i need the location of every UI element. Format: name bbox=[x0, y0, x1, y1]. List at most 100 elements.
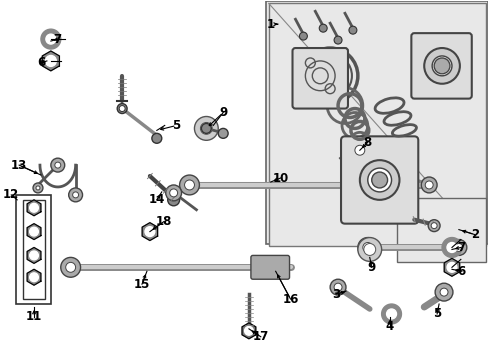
Polygon shape bbox=[265, 1, 487, 244]
Circle shape bbox=[333, 283, 341, 291]
Circle shape bbox=[246, 328, 251, 333]
Circle shape bbox=[33, 183, 43, 193]
Circle shape bbox=[36, 186, 40, 190]
Circle shape bbox=[201, 123, 211, 133]
Circle shape bbox=[439, 288, 447, 296]
Circle shape bbox=[46, 34, 56, 44]
Text: 1-: 1- bbox=[265, 18, 279, 31]
Polygon shape bbox=[242, 323, 255, 339]
Text: 12: 12 bbox=[3, 188, 20, 201]
Circle shape bbox=[363, 243, 375, 255]
Circle shape bbox=[30, 227, 38, 236]
Text: 7: 7 bbox=[456, 241, 464, 254]
Polygon shape bbox=[142, 223, 157, 240]
Text: 9: 9 bbox=[367, 261, 375, 274]
Text: 11: 11 bbox=[26, 310, 42, 323]
Circle shape bbox=[73, 192, 79, 198]
Text: 10: 10 bbox=[272, 171, 288, 185]
Circle shape bbox=[65, 262, 76, 272]
Circle shape bbox=[144, 227, 155, 237]
Circle shape bbox=[420, 177, 436, 193]
Circle shape bbox=[51, 158, 64, 172]
Polygon shape bbox=[27, 224, 41, 239]
Polygon shape bbox=[42, 51, 60, 71]
Text: 13: 13 bbox=[11, 159, 27, 172]
Circle shape bbox=[448, 265, 454, 270]
Circle shape bbox=[167, 194, 179, 206]
Text: 17: 17 bbox=[252, 330, 268, 343]
Text: 8: 8 bbox=[363, 136, 371, 149]
FancyBboxPatch shape bbox=[16, 195, 51, 304]
Text: 4: 4 bbox=[385, 320, 393, 333]
Circle shape bbox=[333, 36, 341, 44]
FancyBboxPatch shape bbox=[23, 200, 45, 299]
Circle shape bbox=[371, 172, 387, 188]
Polygon shape bbox=[268, 3, 485, 247]
Circle shape bbox=[354, 145, 364, 155]
Circle shape bbox=[454, 243, 462, 251]
Text: 5: 5 bbox=[172, 119, 181, 132]
Text: 14: 14 bbox=[148, 193, 164, 206]
Circle shape bbox=[357, 238, 381, 261]
Text: 16: 16 bbox=[282, 293, 298, 306]
Circle shape bbox=[48, 58, 54, 64]
Text: 18: 18 bbox=[155, 215, 172, 228]
Text: 5: 5 bbox=[432, 307, 440, 320]
Circle shape bbox=[194, 117, 218, 140]
Text: 3: 3 bbox=[331, 288, 340, 301]
Text: 15: 15 bbox=[134, 278, 150, 291]
Circle shape bbox=[68, 188, 82, 202]
Polygon shape bbox=[27, 247, 41, 264]
Circle shape bbox=[30, 273, 38, 282]
Circle shape bbox=[244, 327, 253, 335]
Text: 9: 9 bbox=[219, 106, 227, 119]
Circle shape bbox=[430, 223, 436, 229]
Polygon shape bbox=[27, 200, 41, 216]
Circle shape bbox=[117, 104, 127, 113]
Circle shape bbox=[425, 181, 432, 189]
Circle shape bbox=[450, 239, 466, 255]
Circle shape bbox=[45, 55, 56, 66]
Circle shape bbox=[179, 175, 199, 195]
Circle shape bbox=[386, 309, 396, 319]
Circle shape bbox=[424, 48, 459, 84]
Circle shape bbox=[299, 32, 307, 40]
Circle shape bbox=[165, 185, 181, 201]
Polygon shape bbox=[27, 269, 41, 285]
Circle shape bbox=[357, 238, 377, 257]
Circle shape bbox=[32, 275, 36, 280]
Circle shape bbox=[329, 279, 346, 295]
Circle shape bbox=[446, 262, 456, 272]
Circle shape bbox=[434, 283, 452, 301]
Circle shape bbox=[61, 257, 81, 277]
FancyBboxPatch shape bbox=[410, 33, 471, 99]
Circle shape bbox=[433, 58, 449, 74]
Circle shape bbox=[152, 133, 162, 143]
Circle shape bbox=[218, 129, 228, 138]
FancyBboxPatch shape bbox=[292, 48, 347, 109]
Circle shape bbox=[55, 162, 61, 168]
Circle shape bbox=[169, 189, 177, 197]
Circle shape bbox=[184, 180, 194, 190]
Text: 6: 6 bbox=[37, 57, 45, 69]
Circle shape bbox=[319, 24, 326, 32]
Circle shape bbox=[30, 251, 38, 260]
Circle shape bbox=[147, 229, 152, 234]
Circle shape bbox=[362, 243, 372, 252]
Circle shape bbox=[32, 253, 36, 258]
Circle shape bbox=[446, 243, 456, 252]
Circle shape bbox=[30, 203, 38, 212]
Polygon shape bbox=[443, 258, 459, 276]
Circle shape bbox=[32, 206, 36, 210]
Circle shape bbox=[427, 220, 439, 231]
Text: 7: 7 bbox=[54, 33, 61, 46]
Text: 6: 6 bbox=[457, 265, 465, 278]
Circle shape bbox=[41, 29, 61, 49]
Circle shape bbox=[119, 105, 125, 112]
FancyBboxPatch shape bbox=[397, 198, 485, 262]
Circle shape bbox=[431, 56, 451, 76]
Circle shape bbox=[349, 140, 369, 160]
Circle shape bbox=[441, 238, 461, 257]
Text: 2: 2 bbox=[470, 228, 478, 241]
Circle shape bbox=[348, 26, 356, 34]
